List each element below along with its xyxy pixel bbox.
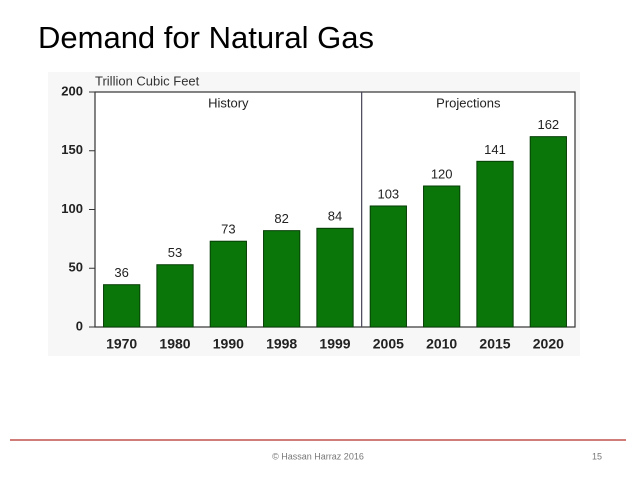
value-label: 141 bbox=[484, 142, 506, 157]
page-number: 15 bbox=[592, 451, 602, 461]
x-tick-label: 2020 bbox=[533, 336, 564, 352]
bar bbox=[476, 160, 514, 328]
value-label: 120 bbox=[431, 166, 453, 181]
x-tick-label: 1980 bbox=[159, 336, 190, 352]
value-label: 36 bbox=[114, 265, 128, 280]
region-label: Projections bbox=[436, 95, 501, 110]
bar bbox=[209, 240, 247, 328]
footer-text: © Hassan Harraz 2016 bbox=[272, 451, 364, 461]
value-label: 103 bbox=[377, 186, 399, 201]
x-tick-label: 1999 bbox=[319, 336, 350, 352]
bar bbox=[103, 284, 141, 328]
bar bbox=[316, 227, 354, 328]
region-label: History bbox=[208, 95, 249, 110]
value-label: 73 bbox=[221, 222, 235, 237]
x-tick-label: 2005 bbox=[373, 336, 404, 352]
slide-title: Demand for Natural Gas bbox=[38, 20, 374, 55]
x-tick-label: 2010 bbox=[426, 336, 457, 352]
value-label: 82 bbox=[274, 211, 288, 226]
y-tick-label: 100 bbox=[61, 201, 83, 216]
x-tick-label: 1998 bbox=[266, 336, 297, 352]
y-tick-label: 150 bbox=[61, 142, 83, 157]
x-tick-label: 2015 bbox=[479, 336, 510, 352]
x-tick-label: 1970 bbox=[106, 336, 137, 352]
bar bbox=[156, 264, 194, 328]
value-label: 53 bbox=[168, 245, 182, 260]
bar bbox=[529, 136, 567, 328]
value-label: 162 bbox=[537, 117, 559, 132]
y-tick-label: 0 bbox=[76, 318, 83, 333]
value-label: 84 bbox=[328, 209, 342, 224]
bar bbox=[263, 230, 301, 328]
y-axis-label: Trillion Cubic Feet bbox=[95, 73, 200, 88]
x-tick-label: 1990 bbox=[213, 336, 244, 352]
y-tick-label: 50 bbox=[69, 260, 83, 275]
bar bbox=[369, 205, 407, 328]
bar bbox=[423, 185, 461, 328]
y-tick-label: 200 bbox=[61, 83, 83, 98]
